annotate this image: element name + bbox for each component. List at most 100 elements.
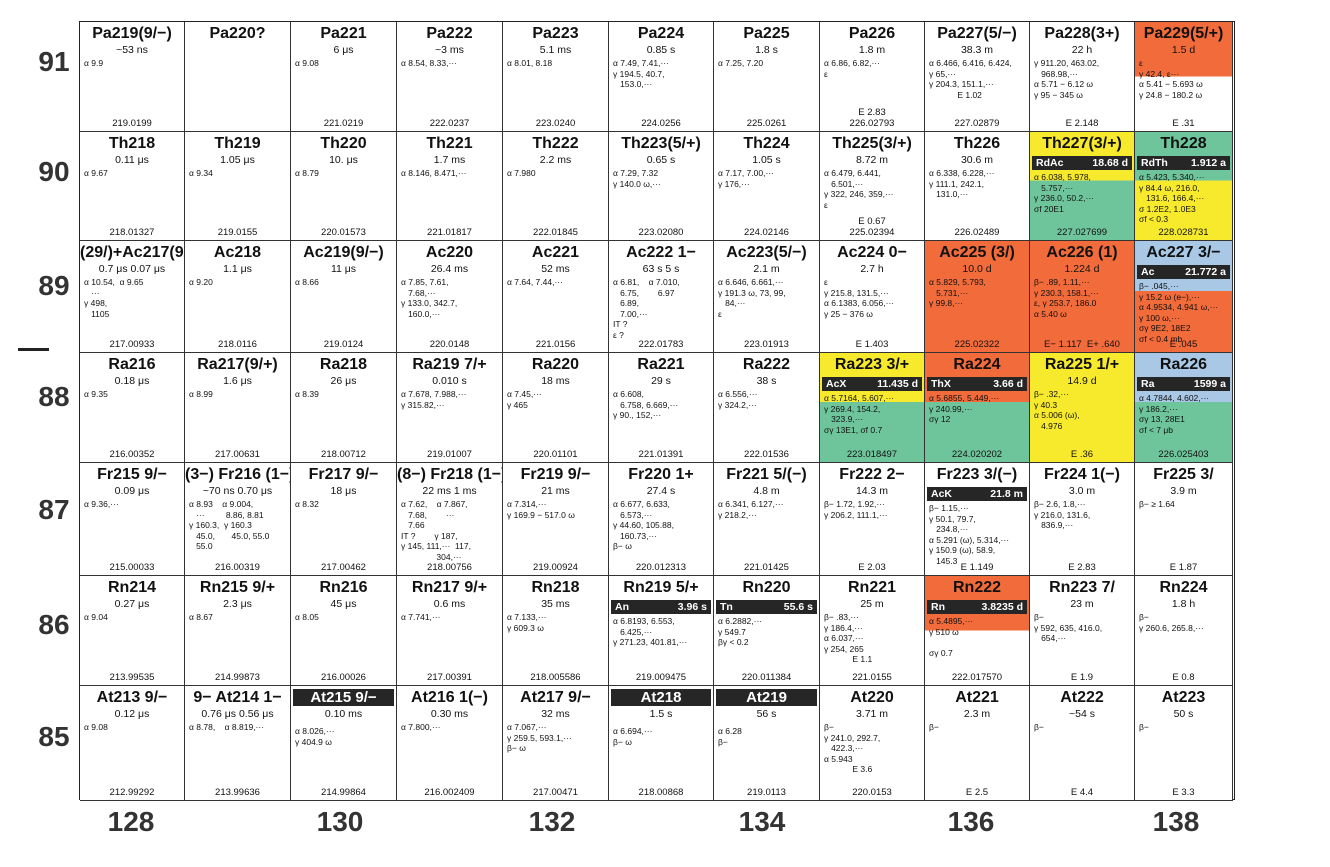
nuclide-cell[interactable]: Rn218 35 ms α 7.133,··· γ 609.3 ω 218.00558…	[503, 576, 609, 686]
nuclide-cell[interactable]: Pa227(5/−) 38.3 m α 6.466, 6.416, 6.424, γ…	[925, 22, 1030, 132]
half-life: 0.7 μs 0.07 μs	[98, 263, 166, 275]
nuclide-cell[interactable]: At213 9/− 0.12 μs α 9.08 212.99292	[80, 686, 185, 801]
nuclide-cell[interactable]: (3−) Fr216 (1−) ~70 ns 0.70 μs α 8.93 α 9.…	[185, 463, 291, 576]
decay-data: ε γ 42.4, ε··· α 5.41 − 5.693 ω γ 24.8 −…	[1139, 58, 1203, 100]
isotopic-mass: 214.99864	[321, 787, 366, 798]
nuclide-cell[interactable]: Ra221 29 s α 6.608, 6.758, 6.669,··· γ 90.…	[609, 353, 714, 463]
nuclide-cell[interactable]: Ac224 0− 2.7 h ε γ 215.8, 131.5,··· α 6.13…	[820, 241, 925, 353]
nuclide-cell[interactable]: Th226 30.6 m α 6.338, 6.228,··· γ 111.1, 2…	[925, 132, 1030, 241]
nuclide-cell[interactable]: Ra224 ThX 3.66 d α 5.6855, 5.449,··· γ 240.…	[925, 353, 1030, 463]
nuclide-cell[interactable]: At222 ~54 s β− E 4.4	[1030, 686, 1135, 801]
nuclide-cell[interactable]: Ac221 52 ms α 7.64, 7.44,··· 221.0156	[503, 241, 609, 353]
nuclide-cell[interactable]: Fr223 3/(−) AcK 21.8 m β− 1.15,··· γ 50.1, …	[925, 463, 1030, 576]
nuclide-cell[interactable]: (8−) Fr218 (1−) 22 ms 1 ms α 7.62, α 7.867…	[397, 463, 503, 576]
nuclide-cell[interactable]: Rn215 9/+ 2.3 μs α 8.67 214.99873	[185, 576, 291, 686]
nuclide-cell[interactable]: Ra223 3/+ AcX 11.435 d α 5.7164, 5.607,··· …	[820, 353, 925, 463]
nuclide-cell[interactable]: Ac218 1.1 μs α 9.20 218.0116	[185, 241, 291, 353]
nuclide-cell[interactable]: Ac222 1− 63 s 5 s α 6.81, α 7.010, 6.75, 6…	[609, 241, 714, 353]
isotopic-mass: E 3.3	[1172, 787, 1195, 798]
nuclide-cell[interactable]: Pa220?	[185, 22, 291, 132]
half-life: 2.1 m	[753, 263, 780, 275]
half-life: 0.85 s	[646, 44, 676, 56]
nuclide-cell[interactable]: (29/)+Ac217(9/−) 0.7 μs 0.07 μs α 10.54, α…	[80, 241, 185, 353]
nuclide-cell[interactable]: Rn220 Tn 55.6 s α 6.2882,··· γ 549.7 βγ < 0…	[714, 576, 820, 686]
nuclide-cell[interactable]: Ra216 0.18 μs α 9.35 216.00352	[80, 353, 185, 463]
isotopic-mass: E .045	[1169, 339, 1198, 350]
historical-name: AcX	[826, 378, 847, 390]
nuclide-cell[interactable]: Th223(5/+) 0.65 s α 7.29, 7.32 γ 140.0 ω,·…	[609, 132, 714, 241]
nuclide-name: Rn222	[952, 579, 1002, 596]
nuclide-cell[interactable]: Fr215 9/− 0.09 μs α 9.36,··· 215.00033	[80, 463, 185, 576]
nuclide-name: Fr219 9/−	[520, 466, 591, 483]
nuclide-cell[interactable]: Fr217 9/− 18 μs α 8.32 217.00462	[291, 463, 397, 576]
nuclide-cell[interactable]: At215 9/− 0.10 ms α 8.026,··· γ 404.9 ω 214…	[291, 686, 397, 801]
nuclide-name: Fr215 9/−	[97, 466, 167, 483]
nuclide-cell[interactable]: Rn217 9/+ 0.6 ms α 7.741,··· 217.00391	[397, 576, 503, 686]
nuclide-cell[interactable]: Th224 1.05 s α 7.17, 7.00,··· γ 176,··· 224…	[714, 132, 820, 241]
half-life: 0.11 μs	[115, 154, 149, 166]
nuclide-cell[interactable]: At216 1(−) 0.30 ms α 7.800,··· 216.002409	[397, 686, 503, 801]
nuclide-cell[interactable]: Pa221 6 μs α 9.08 221.0219	[291, 22, 397, 132]
nuclide-cell[interactable]: Th220 10. μs α 8.79 220.01573	[291, 132, 397, 241]
nuclide-cell[interactable]: At217 9/− 32 ms α 7.067,··· γ 259.5, 593.1…	[503, 686, 609, 801]
nuclide-cell[interactable]: Rn224 1.8 h β− γ 260.6, 265.8,··· E 0.8	[1135, 576, 1233, 686]
nuclide-cell[interactable]: Fr224 1(−) 3.0 m β− 2.6, 1.8,··· γ 216.0, …	[1030, 463, 1135, 576]
nuclide-cell[interactable]: Ac225 (3/) 10.0 d α 5.829, 5.793, 5.731,··…	[925, 241, 1030, 353]
nuclide-cell[interactable]: Ac223(5/−) 2.1 m α 6.646, 6.661,··· γ 191.…	[714, 241, 820, 353]
nuclide-cell[interactable]: Fr221 5/(−) 4.8 m α 6.341, 6.127,··· γ 218…	[714, 463, 820, 576]
nuclide-cell[interactable]: Pa228(3+) 22 h γ 911.20, 463.02, 968.98,··…	[1030, 22, 1135, 132]
nuclide-cell[interactable]: Th221 1.7 ms α 8.146, 8.471,··· 221.01817	[397, 132, 503, 241]
nuclide-cell[interactable]: Ra225 1/+ 14.9 d β− .32,··· γ 40.3 α 5.006…	[1030, 353, 1135, 463]
nuclide-cell[interactable]: Ac219(9/−) 11 μs α 8.66 219.0124	[291, 241, 397, 353]
nuclide-cell[interactable]: Fr219 9/− 21 ms α 7.314,··· γ 169.9 − 517.…	[503, 463, 609, 576]
nuclide-cell[interactable]: Pa226 1.8 m α 6.86, 6.82,··· ε E 2.83 226.0…	[820, 22, 925, 132]
nuclide-name-banner: At215 9/−	[293, 689, 394, 706]
nuclide-cell[interactable]: Th222 2.2 ms α 7.980 222.01845	[503, 132, 609, 241]
decay-data: α 8.99	[189, 389, 213, 399]
nuclide-cell[interactable]: Ac220 26.4 ms α 7.85, 7.61, 7.68,··· γ 133…	[397, 241, 503, 353]
nuclide-cell[interactable]: Pa229(5/+) 1.5 d ε γ 42.4, ε··· α 5.41 − 5…	[1135, 22, 1233, 132]
nuclide-cell[interactable]: 9− At214 1− 0.76 μs 0.56 μs α 8.78, α 8.81…	[185, 686, 291, 801]
nuclide-cell[interactable]: At220 3.71 m β− γ 241.0, 292.7, 422.3,··· …	[820, 686, 925, 801]
nuclide-cell[interactable]: Rn219 5/+ An 3.96 s α 6.8193, 6.553, 6.425,…	[609, 576, 714, 686]
isotopic-mass: 223.01913	[744, 339, 789, 350]
isotopic-mass: E .36	[1070, 449, 1094, 460]
nuclide-cell[interactable]: Pa222 ~3 ms α 8.54, 8.33,··· 222.0237	[397, 22, 503, 132]
nuclide-cell[interactable]: At221 2.3 m β− E 2.5	[925, 686, 1030, 801]
nuclide-cell[interactable]: Pa223 5.1 ms α 8.01, 8.18 223.0240	[503, 22, 609, 132]
nuclide-cell[interactable]: Th219 1.05 μs α 9.34 219.0155	[185, 132, 291, 241]
nuclide-cell[interactable]: At223 50 s β− E 3.3	[1135, 686, 1233, 801]
nuclide-cell[interactable]: Th225(3/+) 8.72 m α 6.479, 6.441, 6.501,··…	[820, 132, 925, 241]
nuclide-cell[interactable]: Th228 RdTh 1.912 a α 5.423, 5.340,··· γ 84.…	[1135, 132, 1233, 241]
nuclide-cell[interactable]: Rn214 0.27 μs α 9.04 213.99535	[80, 576, 185, 686]
nuclide-cell[interactable]: Ac226 (1) 1.224 d β− .89, 1.11,··· γ 230.3…	[1030, 241, 1135, 353]
chart-row-z88: Ra216 0.18 μs α 9.35 216.00352 Ra217(9/+) 1.6…	[80, 353, 1234, 463]
nuclide-cell[interactable]: Rn222 Rn 3.8235 d α 5.4895,··· γ 510 ω σγ 0…	[925, 576, 1030, 686]
nuclide-cell[interactable]: Th218 0.11 μs α 9.67 218.01327	[80, 132, 185, 241]
decay-data: α 8.32	[295, 499, 319, 509]
nuclide-cell[interactable]: Ra218 26 μs α 8.39 218.00712	[291, 353, 397, 463]
isotopic-mass: E 0.8	[1172, 672, 1195, 683]
nuclide-cell[interactable]: Ra220 18 ms α 7.45,··· γ 465 220.01101	[503, 353, 609, 463]
nuclide-cell[interactable]: Fr225 3/3.9 m β− ≥ 1.64 E 1.87	[1135, 463, 1233, 576]
isotopic-mass: 217.00933	[109, 339, 155, 350]
nuclide-cell[interactable]: Ac227 3/− Ac 21.772 a β− .045,··· γ 15.2 ω …	[1135, 241, 1233, 353]
nuclide-cell[interactable]: Ra217(9/+) 1.6 μs α 8.99 217.00631	[185, 353, 291, 463]
nuclide-name: Th222	[532, 135, 579, 152]
nuclide-cell[interactable]: Rn216 45 μs α 8.05 216.00026	[291, 576, 397, 686]
nuclide-cell[interactable]: At219 56 s α 6.28 β− 219.0113	[714, 686, 820, 801]
nuclide-cell[interactable]: Fr222 2− 14.3 m β− 1.72, 1.92,··· γ 206.2,…	[820, 463, 925, 576]
nuclide-cell[interactable]: Rn223 7/23 m β− γ 592, 635, 416.0, 654,··…	[1030, 576, 1135, 686]
nuclide-cell[interactable]: Fr220 1+ 27.4 s α 6.677, 6.633, 6.573,··· …	[609, 463, 714, 576]
isotopic-mass: 220.01573	[321, 227, 366, 238]
nuclide-cell[interactable]: Ra219 7/+ 0.010 s α 7.678, 7.988,··· γ 315…	[397, 353, 503, 463]
nuclide-cell[interactable]: Rn221 25 m β− .83,··· γ 186.4,··· α 6.037,…	[820, 576, 925, 686]
nuclide-cell[interactable]: At218 1.5 s α 6.694,··· β− ω 218.00868	[609, 686, 714, 801]
nuclide-cell[interactable]: Pa224 0.85 s α 7.49, 7.41,··· γ 194.5, 40.…	[609, 22, 714, 132]
nuclide-name: Pa220?	[209, 25, 266, 42]
nuclide-cell[interactable]: Ra222 38 s α 6.556,··· γ 324.2,··· 222.0153…	[714, 353, 820, 463]
nuclide-cell[interactable]: Pa225 1.8 s α 7.25, 7.20 225.0261	[714, 22, 820, 132]
nuclide-cell[interactable]: Ra226 Ra 1599 a α 4.7844, 4.602,··· γ 186.2…	[1135, 353, 1233, 463]
nuclide-cell[interactable]: Th227(3/+) RdAc 18.68 d α 6.038, 5.978, 5.7…	[1030, 132, 1135, 241]
nuclide-cell[interactable]: Pa219(9/−) ~53 ns α 9.9 219.0199	[80, 22, 185, 132]
